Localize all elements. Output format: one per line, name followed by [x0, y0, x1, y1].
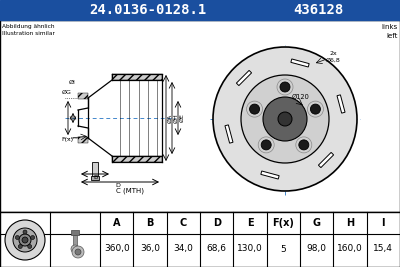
Circle shape [75, 249, 81, 255]
Text: links
left: links left [382, 24, 398, 38]
Bar [112, 156, 162, 162]
Bar [318, 152, 334, 168]
Circle shape [280, 82, 290, 92]
Text: Abbildung ähnlich
Illustration similar: Abbildung ähnlich Illustration similar [2, 24, 55, 36]
Circle shape [22, 237, 28, 243]
Circle shape [72, 246, 84, 258]
Text: 68,6: 68,6 [207, 245, 227, 253]
Bar [291, 59, 309, 67]
Text: 5: 5 [280, 245, 286, 253]
Circle shape [299, 140, 309, 150]
Circle shape [31, 235, 35, 239]
Text: D: D [116, 183, 120, 188]
Text: 24.0136-0128.1: 24.0136-0128.1 [89, 3, 207, 17]
Circle shape [241, 75, 329, 163]
Text: F(x): F(x) [61, 138, 73, 143]
Text: D: D [213, 218, 221, 228]
Circle shape [261, 140, 271, 150]
Circle shape [18, 245, 22, 249]
Text: ate: ate [274, 125, 326, 153]
Circle shape [15, 235, 19, 239]
Circle shape [213, 47, 357, 191]
Bar [236, 70, 252, 86]
Text: ØI: ØI [68, 80, 76, 84]
Text: 34,0: 34,0 [173, 245, 193, 253]
Text: ØE: ØE [180, 113, 185, 123]
Text: C: C [180, 218, 187, 228]
Bar [92, 162, 98, 176]
Bar [0, 20, 400, 212]
Text: 360,0: 360,0 [104, 245, 130, 253]
Text: ØH: ØH [174, 113, 179, 123]
Text: ØA: ØA [168, 113, 173, 123]
Text: B: B [94, 175, 98, 180]
Bar [225, 125, 233, 143]
Circle shape [278, 112, 292, 126]
Bar [91, 176, 99, 180]
Bar [71, 230, 79, 235]
Text: 36,0: 36,0 [140, 245, 160, 253]
Circle shape [19, 234, 31, 246]
Text: 436128: 436128 [293, 3, 343, 17]
Text: B: B [146, 218, 154, 228]
Text: A: A [113, 218, 120, 228]
Bar [78, 137, 88, 143]
Circle shape [5, 220, 45, 260]
Circle shape [250, 104, 260, 114]
Bar [261, 171, 279, 179]
Text: F(x): F(x) [272, 218, 294, 228]
Text: 130,0: 130,0 [237, 245, 263, 253]
Text: 2x
Ø6,8: 2x Ø6,8 [326, 52, 340, 62]
Text: 15,4: 15,4 [373, 245, 393, 253]
Bar [78, 93, 88, 99]
Circle shape [263, 97, 307, 141]
Bar [0, 0, 400, 20]
Text: G: G [313, 218, 321, 228]
Circle shape [28, 245, 32, 249]
Circle shape [71, 245, 79, 253]
Text: Ø120: Ø120 [292, 94, 310, 100]
Text: E: E [247, 218, 253, 228]
Text: 160,0: 160,0 [337, 245, 363, 253]
Text: H: H [346, 218, 354, 228]
Circle shape [13, 228, 37, 252]
Bar [112, 74, 162, 80]
Text: ØG: ØG [62, 89, 72, 95]
Text: 98,0: 98,0 [307, 245, 327, 253]
Bar [0, 212, 400, 267]
Text: C (MTH): C (MTH) [116, 188, 144, 194]
Bar [73, 235, 77, 249]
Circle shape [23, 230, 27, 234]
Bar [337, 95, 345, 113]
Text: I: I [382, 218, 385, 228]
Circle shape [310, 104, 320, 114]
